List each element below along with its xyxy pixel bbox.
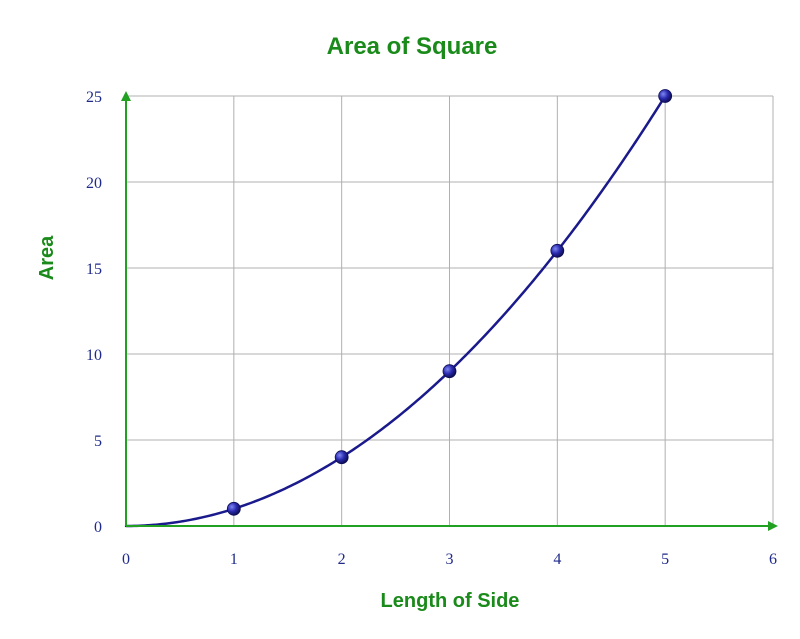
grid xyxy=(126,95,774,526)
y-axis-arrow xyxy=(121,91,131,101)
data-point xyxy=(334,450,349,465)
y-tick-label: 20 xyxy=(86,175,102,192)
series-line xyxy=(124,94,667,528)
data-point xyxy=(658,89,673,103)
y-tick-label: 10 xyxy=(86,347,102,364)
y-axis-label: Area xyxy=(36,235,58,280)
y-tick-label: 0 xyxy=(94,519,102,536)
x-tick-label: 3 xyxy=(446,551,454,568)
data-point xyxy=(442,364,457,379)
x-tick-label: 2 xyxy=(338,551,346,568)
data-point xyxy=(226,501,241,516)
x-tick-label: 6 xyxy=(769,551,777,568)
x-tick-label: 4 xyxy=(553,551,561,568)
chart-title: Area of Square xyxy=(327,33,498,60)
axes xyxy=(121,91,778,531)
x-tick-label: 5 xyxy=(661,551,669,568)
x-axis-arrow xyxy=(768,521,778,531)
tick-labels: 0 1 2 3 4 5 6 0 5 10 15 20 25 xyxy=(86,89,777,568)
markers xyxy=(226,89,673,516)
y-tick-label: 5 xyxy=(94,433,102,450)
y-tick-label: 25 xyxy=(86,89,102,106)
x-tick-label: 0 xyxy=(122,551,130,568)
data-point xyxy=(550,243,565,258)
x-axis-label: Length of Side xyxy=(381,590,520,612)
curve-layer xyxy=(124,94,667,528)
x-tick-label: 1 xyxy=(230,551,238,568)
y-tick-label: 15 xyxy=(86,261,102,278)
